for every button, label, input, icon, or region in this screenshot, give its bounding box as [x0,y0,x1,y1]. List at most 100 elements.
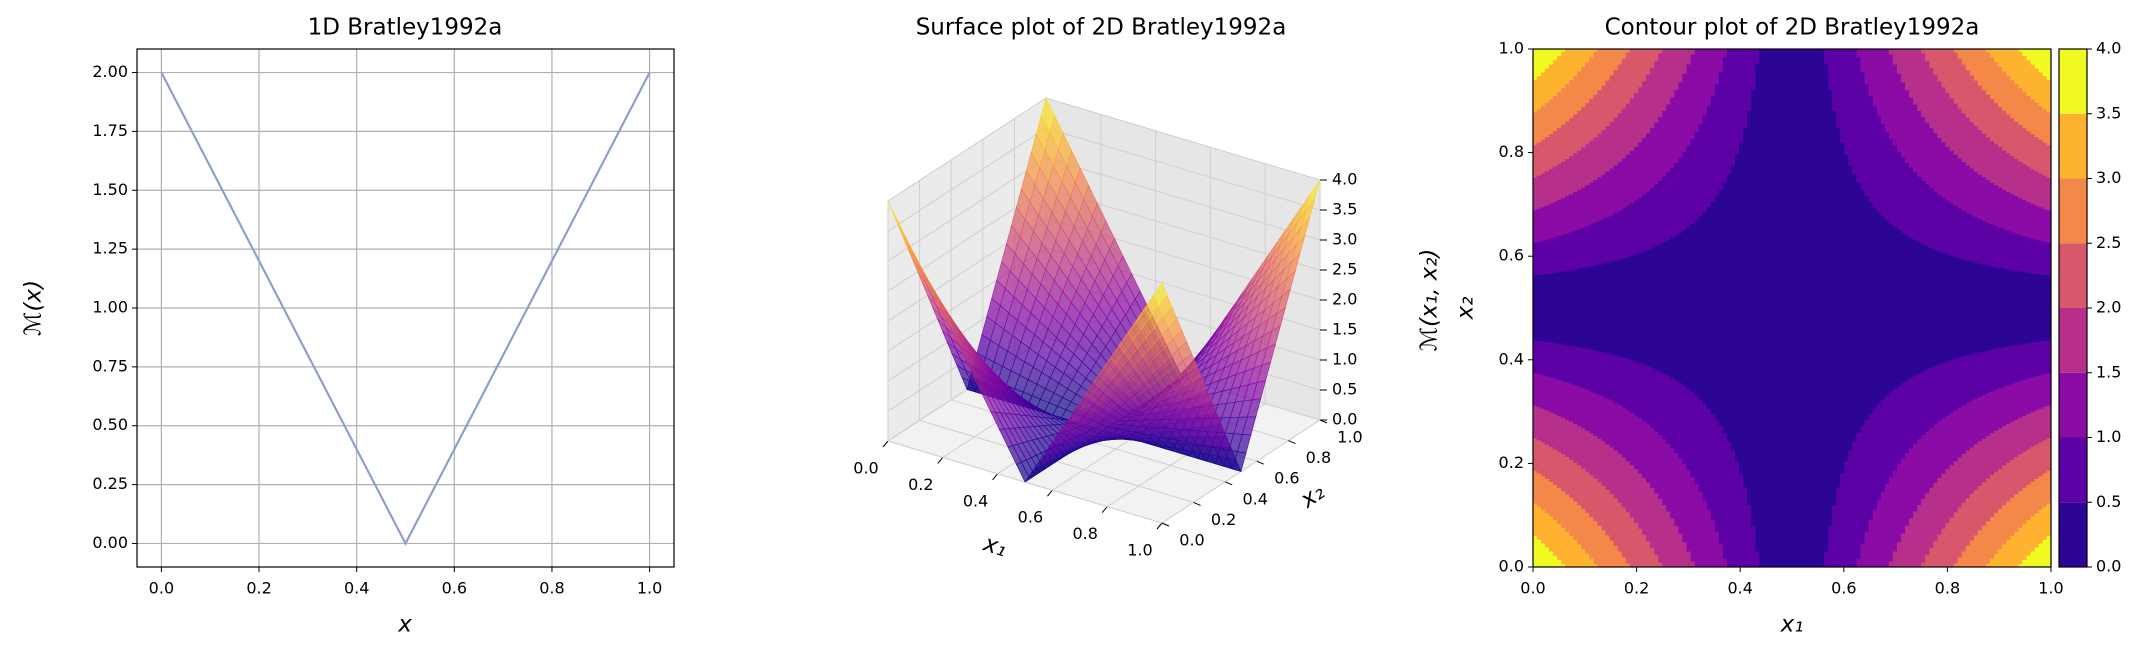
contour-fill [1747,110,1752,115]
contour-fill [1670,96,1675,115]
contour-fill [1985,478,1991,503]
contour-fill [1929,372,1934,429]
contour-fill [2034,444,2040,480]
contour-fill [1690,561,1696,568]
contour-fill [1682,437,1688,465]
contour-fill [1609,372,1615,402]
contour-fill [1961,502,1967,553]
contour-fill [1569,193,1574,233]
contour-fill [1662,505,1667,568]
contour-fill [1589,516,1595,560]
contour-fill [1544,341,1550,374]
contour-fill [1593,113,1599,138]
contour-fill [1726,441,1732,503]
contour-fill [1880,501,1886,568]
contour-fill [1633,253,1639,309]
contour-fill [1929,547,1934,568]
y-tick-label: 0.8 [1306,448,1331,467]
contour-fill [1977,501,1983,532]
contour-fill [1569,501,1574,537]
contour-fill [2030,307,2036,344]
contour-fill [1682,307,1688,374]
contour-fill [1909,48,1914,98]
contour-fill [1811,372,1817,438]
contour-fill [2034,437,2040,446]
contour-fill [1536,242,1542,276]
contour-fill [2006,501,2011,541]
grid-line [1045,127,1321,211]
z-tick-label: 4.0 [1332,170,1357,189]
contour-fill [1605,171,1611,179]
contour-fill [1714,437,1720,503]
contour-fill [1743,127,1748,179]
contour-fill [1662,373,1667,438]
x-tick [882,440,889,448]
contour-fill [1670,372,1675,379]
contour-fill [1771,372,1777,438]
contour-fill [1767,437,1773,503]
contour-fill [1759,48,1764,115]
contour-fill [1609,501,1615,542]
contour-fill [1694,242,1700,309]
contour-fill [1860,113,1866,179]
contour-fill [1981,525,1987,568]
contour-fill [1949,202,1955,244]
contour-fill [2030,168,2036,179]
contour-fill [1941,141,1947,179]
contour-fill [1933,249,1938,309]
contour-fill [1989,140,1995,179]
contour-fill [1617,551,1623,568]
contour-fill [1998,227,2003,244]
contour-fill [1646,48,1651,75]
contour-fill [1896,48,1902,74]
contour-fill [1694,131,1700,179]
contour-fill [2014,158,2019,179]
contour-fill [1994,178,1999,186]
contour-fill [1605,437,1611,445]
contour-fill [1937,307,1943,366]
y-tick-label: 1.25 [92,239,128,258]
contour-fill [1917,242,1922,309]
contour-fill [1548,98,1554,115]
contour-fill [1852,174,1858,179]
contour-fill [1589,48,1595,58]
contour-fill [1532,113,1538,146]
contour-fill [1593,307,1599,352]
contour-fill [2014,307,2019,346]
contour-fill [1977,263,1983,309]
colorbar-tick-label: 1.5 [2096,362,2121,381]
contour-fill [1815,242,1821,309]
contour-fill [2042,437,2048,441]
contour-fill [1565,242,1570,271]
contour-fill [1913,375,1918,438]
contour-fill [1844,48,1849,115]
contour-fill [1888,242,1894,309]
contour-fill [1678,372,1684,384]
contour-fill [1678,458,1684,503]
contour-fill [1836,372,1841,438]
contour-fill [1937,242,1943,252]
contour-fill [1678,501,1684,535]
contour-fill [1556,127,1562,165]
contour-fill [2018,501,2023,529]
contour-fill [1844,113,1849,155]
contour-fill [1876,501,1882,568]
contour-fill [1548,412,1554,438]
contour-fill [1589,182,1595,225]
contour-fill [1710,113,1716,179]
contour-fill [2002,347,2007,374]
contour-fill [1767,501,1773,568]
contour-fill [1973,48,1979,81]
contour-fill [1880,437,1886,493]
contour-fill [1913,307,1918,374]
contour-fill [2006,501,2011,503]
contour-fill [1544,113,1550,138]
contour-fill [1682,229,1688,244]
contour-fill [1577,48,1582,72]
contour-fill [1565,501,1570,533]
contour-fill [1828,501,1833,527]
contour-fill [1759,178,1764,244]
contour-fill [1747,178,1752,244]
contour-fill [2034,48,2040,69]
